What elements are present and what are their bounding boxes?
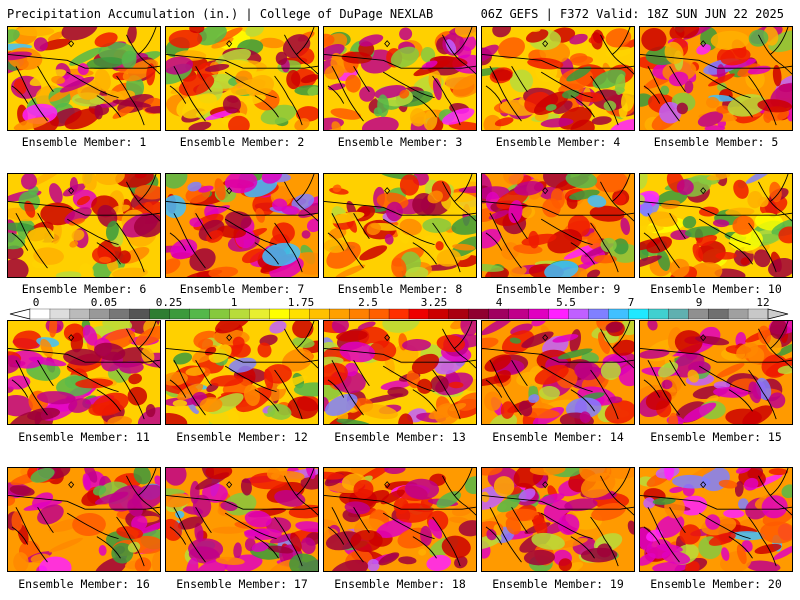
colorbar-swatch xyxy=(708,308,729,320)
colorbar-swatch xyxy=(448,308,470,320)
colorbar-swatch xyxy=(528,308,550,320)
colorbar-swatch xyxy=(568,308,589,320)
colorbar-swatch xyxy=(648,308,669,320)
ensemble-member-caption: Ensemble Member: 14 xyxy=(492,430,624,444)
ensemble-member-caption: Ensemble Member: 12 xyxy=(176,430,308,444)
ensemble-map-panel xyxy=(165,467,319,572)
ensemble-member-caption: Ensemble Member: 15 xyxy=(650,430,782,444)
ensemble-member-caption: Ensemble Member: 4 xyxy=(495,135,621,149)
colorbar-swatch xyxy=(329,308,350,320)
colorbar-tick-label: 3.25 xyxy=(420,296,448,309)
colorbar-tick-label: 1.75 xyxy=(287,296,315,309)
ensemble-map-panel xyxy=(323,320,477,425)
colorbar-swatch xyxy=(309,308,330,320)
ensemble-member-caption: Ensemble Member: 6 xyxy=(21,282,147,296)
colorbar-swatch xyxy=(189,308,210,320)
ensemble-map-panel xyxy=(7,26,161,131)
ensemble-member-caption: Ensemble Member: 1 xyxy=(21,135,147,149)
ensemble-map-panel xyxy=(639,173,793,278)
colorbar-tick-label: 0.05 xyxy=(90,296,118,309)
colorbar-swatch xyxy=(548,308,569,320)
header-title-right: 06Z GEFS | F372 Valid: 18Z SUN JUN 22 20… xyxy=(480,7,784,21)
colorbar-min-arrow xyxy=(9,308,31,320)
colorbar-tick-label: 1 xyxy=(230,296,238,309)
ensemble-member-caption: Ensemble Member: 2 xyxy=(179,135,305,149)
colorbar-swatch xyxy=(668,308,689,320)
ensemble-member-caption: Ensemble Member: 8 xyxy=(337,282,463,296)
ensemble-member-caption: Ensemble Member: 11 xyxy=(18,430,150,444)
colorbar-swatch xyxy=(129,308,151,320)
colorbar-swatch xyxy=(149,308,171,320)
colorbar-swatch xyxy=(49,308,71,320)
colorbar-swatch xyxy=(588,308,609,320)
ensemble-member-caption: Ensemble Member: 20 xyxy=(650,577,782,591)
colorbar-swatch xyxy=(89,308,111,320)
colorbar-swatch xyxy=(249,308,270,320)
colorbar-swatch xyxy=(348,308,370,320)
colorbar-swatch xyxy=(109,308,131,320)
ensemble-map-panel xyxy=(323,467,477,572)
colorbar-swatch xyxy=(229,308,250,320)
ensemble-map-panel xyxy=(481,26,635,131)
ensemble-map-panel xyxy=(639,320,793,425)
ensemble-member-caption: Ensemble Member: 3 xyxy=(337,135,463,149)
ensemble-map-panel xyxy=(323,173,477,278)
colorbar-tick-label: 0 xyxy=(32,296,40,309)
ensemble-member-caption: Ensemble Member: 19 xyxy=(492,577,624,591)
ensemble-map-panel xyxy=(165,26,319,131)
ensemble-map-panel xyxy=(7,320,161,425)
ensemble-member-caption: Ensemble Member: 7 xyxy=(179,282,305,296)
ensemble-map-panel xyxy=(165,173,319,278)
ensemble-map-panel xyxy=(481,173,635,278)
colorbar-swatch xyxy=(408,308,430,320)
colorbar-swatch xyxy=(368,308,390,320)
colorbar-tick-label: 9 xyxy=(695,296,703,309)
header-title-left: Precipitation Accumulation (in.) | Colle… xyxy=(7,7,434,21)
colorbar-swatch xyxy=(608,308,629,320)
ensemble-member-caption: Ensemble Member: 18 xyxy=(334,577,466,591)
colorbar-tick-label: 2.5 xyxy=(358,296,378,309)
colorbar-swatch xyxy=(169,308,191,320)
colorbar-swatch xyxy=(628,308,649,320)
ensemble-map-panel xyxy=(639,26,793,131)
colorbar-swatch xyxy=(388,308,410,320)
colorbar-swatch xyxy=(508,308,530,320)
ensemble-member-caption: Ensemble Member: 16 xyxy=(18,577,150,591)
colorbar-max-arrow xyxy=(767,308,789,320)
colorbar-swatch xyxy=(727,308,749,320)
ensemble-map-panel xyxy=(639,467,793,572)
ensemble-map-panel xyxy=(7,467,161,572)
colorbar-swatch xyxy=(269,308,290,320)
colorbar-swatch xyxy=(29,308,51,320)
colorbar-swatch xyxy=(747,308,769,320)
ensemble-member-caption: Ensemble Member: 10 xyxy=(650,282,782,296)
ensemble-map-panel xyxy=(481,467,635,572)
colorbar-swatch xyxy=(488,308,510,320)
colorbar-swatch xyxy=(428,308,450,320)
colorbar-tick-label: 0.25 xyxy=(155,296,183,309)
colorbar-tick-label: 7 xyxy=(627,296,635,309)
colorbar-swatch xyxy=(69,308,91,320)
colorbar xyxy=(9,308,789,320)
colorbar-swatch xyxy=(209,308,230,320)
ensemble-member-caption: Ensemble Member: 5 xyxy=(653,135,779,149)
ensemble-map-panel xyxy=(323,26,477,131)
colorbar-swatch xyxy=(688,308,709,320)
ensemble-map-panel xyxy=(481,320,635,425)
ensemble-member-caption: Ensemble Member: 9 xyxy=(495,282,621,296)
colorbar-swatch xyxy=(468,308,490,320)
ensemble-member-caption: Ensemble Member: 13 xyxy=(334,430,466,444)
colorbar-tick-label: 5.5 xyxy=(556,296,576,309)
ensemble-map-panel xyxy=(165,320,319,425)
colorbar-tick-label: 12 xyxy=(756,296,770,309)
ensemble-map-panel xyxy=(7,173,161,278)
ensemble-member-caption: Ensemble Member: 17 xyxy=(176,577,308,591)
colorbar-swatch xyxy=(289,308,310,320)
colorbar-tick-label: 4 xyxy=(495,296,503,309)
